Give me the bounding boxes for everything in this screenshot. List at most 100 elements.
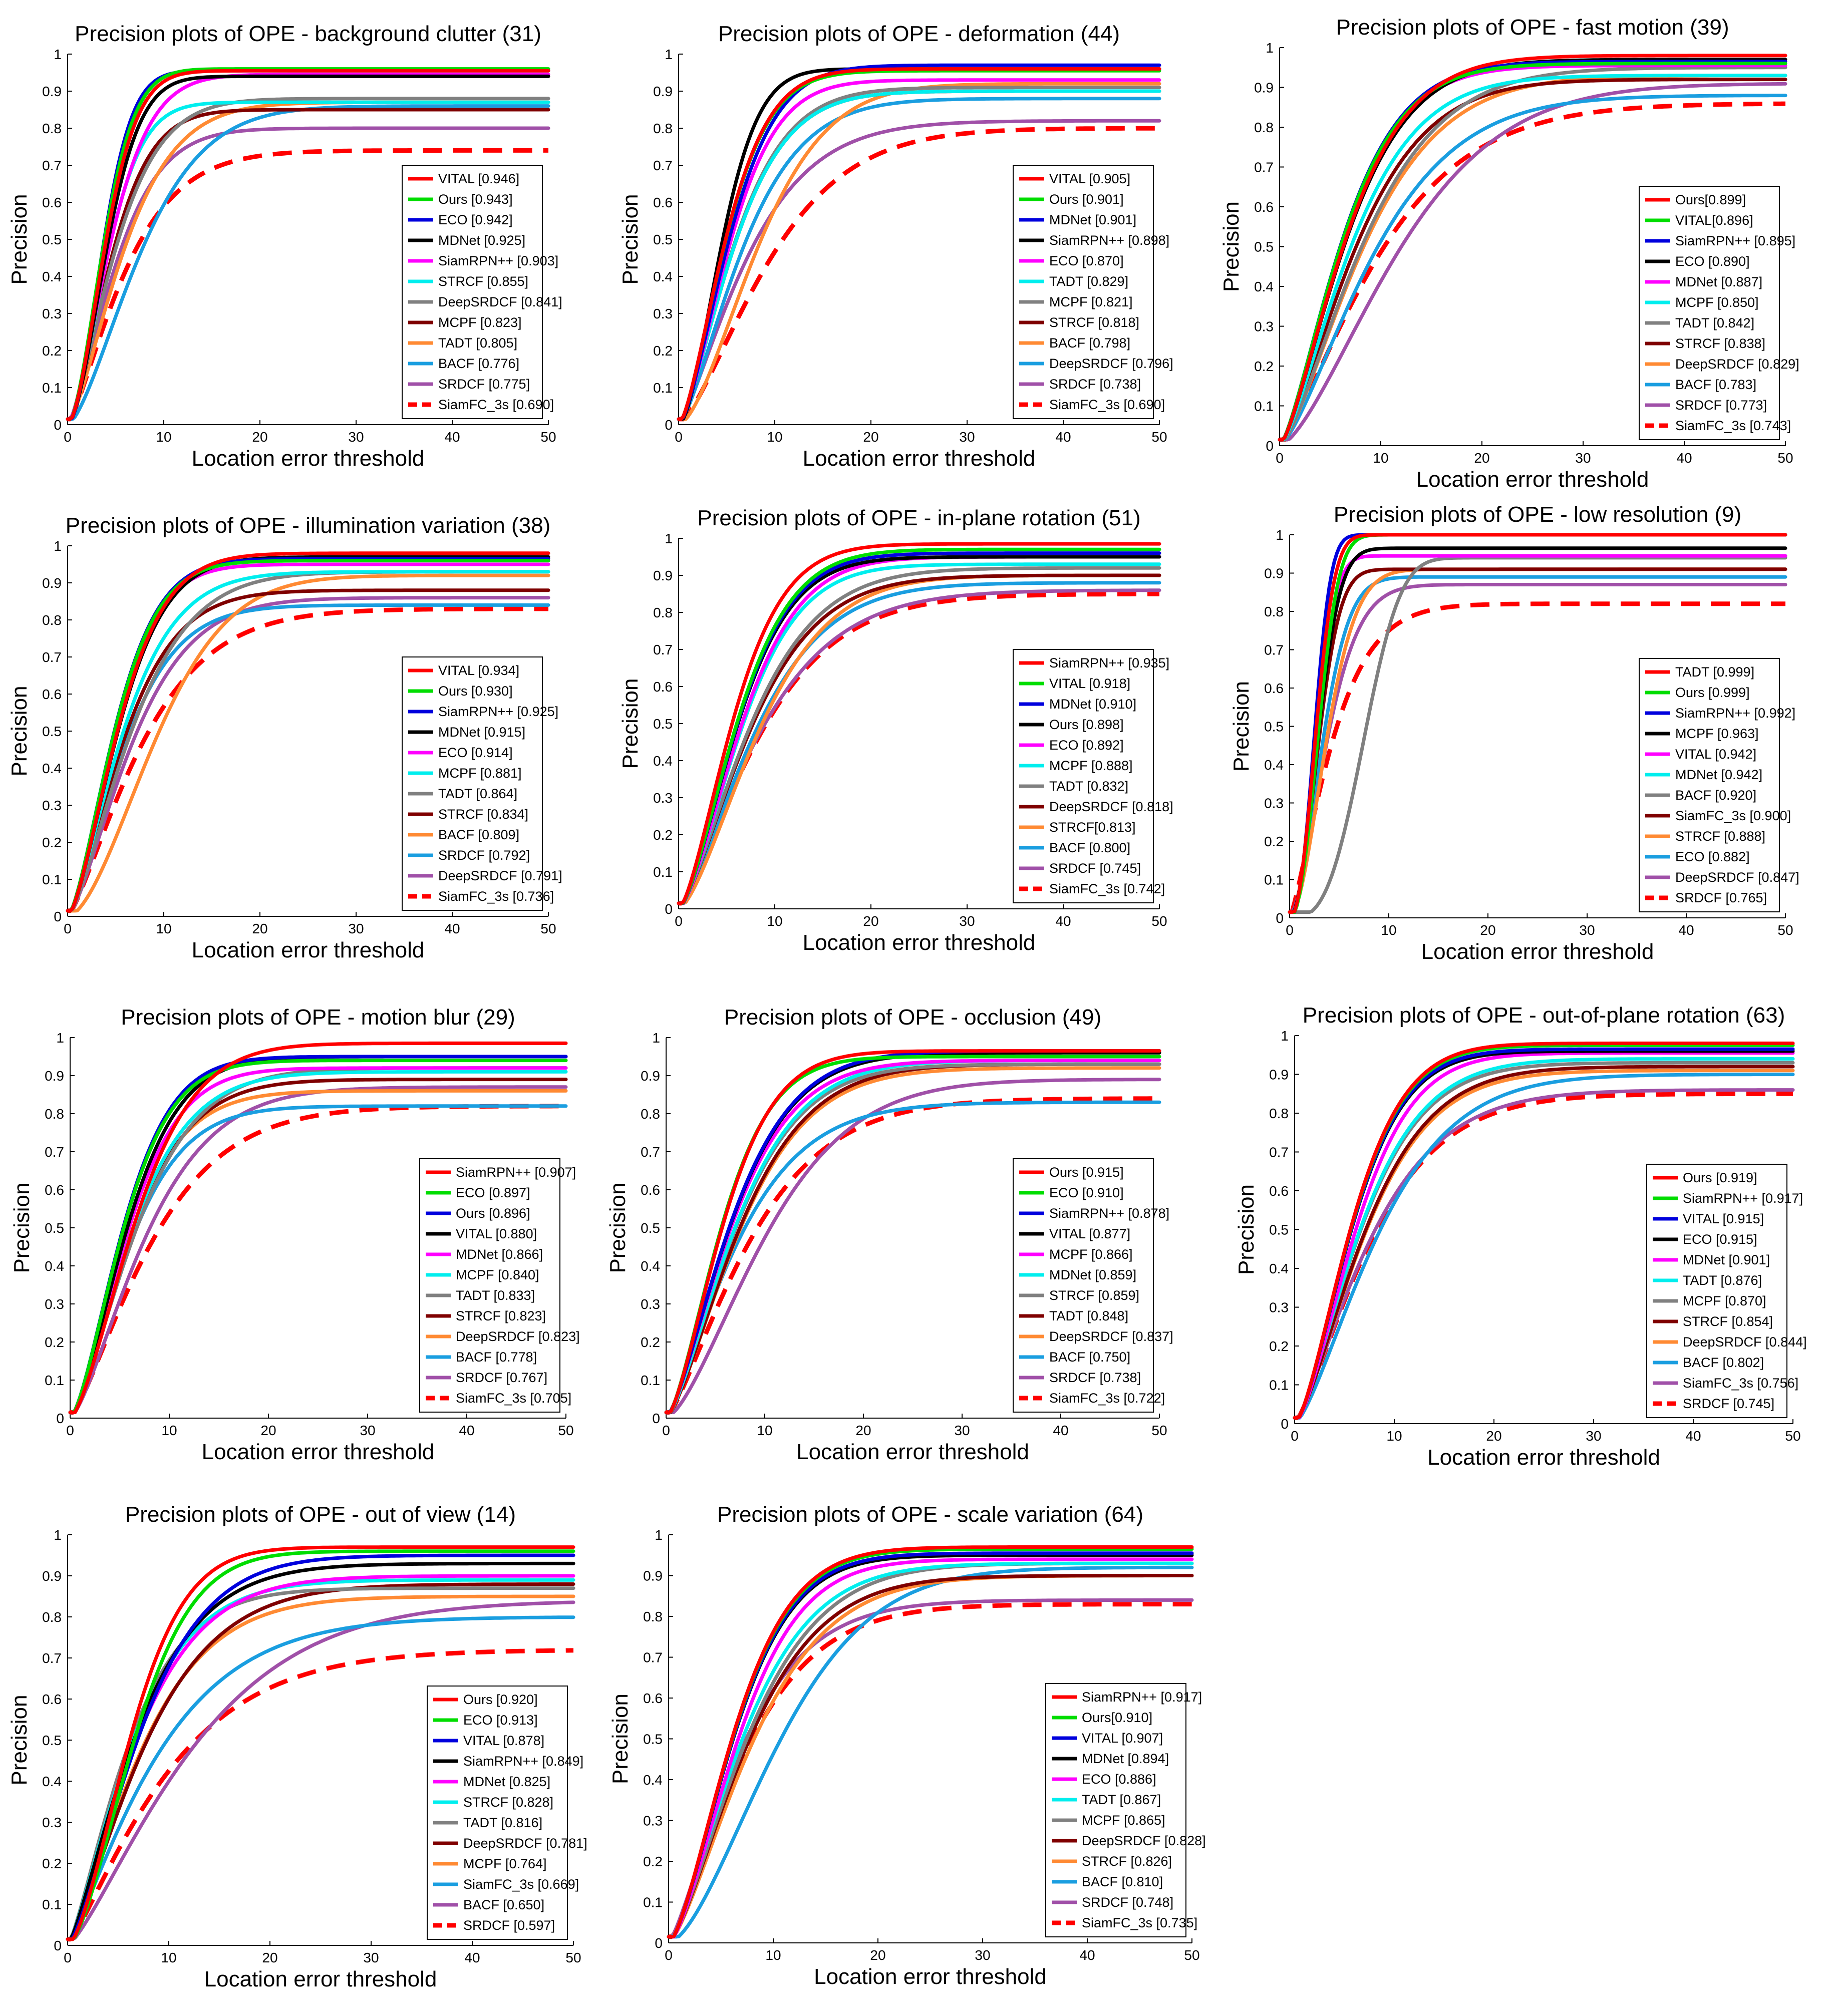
y-tick-label: 0.6	[1269, 1183, 1289, 1199]
x-tick-label: 0	[1276, 450, 1284, 466]
x-axis-label: Location error threshold	[803, 446, 1036, 471]
series-line	[677, 581, 1161, 905]
y-tick-label: 0	[1281, 1416, 1289, 1432]
chart-title: Precision plots of OPE - deformation (44…	[718, 22, 1120, 46]
series-line	[1289, 601, 1785, 914]
legend-label: VITAL [0.877]	[1049, 1226, 1130, 1241]
y-tick-label: 0	[54, 909, 62, 924]
legend-box	[402, 165, 543, 419]
y-tick-label: 0.4	[641, 1258, 660, 1274]
y-tick-label: 0.2	[42, 343, 62, 359]
series-line	[68, 148, 548, 422]
legend-label: ECO [0.897]	[456, 1185, 530, 1200]
series-line	[66, 1600, 575, 1941]
y-tick-label: 0.7	[653, 158, 673, 173]
y-tick-label: 0.9	[45, 1068, 64, 1084]
series-line	[1293, 1073, 1795, 1420]
chart-title: Precision plots of OPE - illumination va…	[66, 513, 550, 538]
y-tick-label: 0.3	[45, 1296, 64, 1312]
x-tick-label: 0	[66, 1423, 74, 1438]
series-line	[66, 588, 550, 913]
series-line	[1278, 82, 1787, 442]
x-tick-label: 40	[444, 429, 460, 445]
legend: VITAL [0.934] Ours [0.930] SiamRPN++ [0.92…	[402, 656, 562, 911]
chart-title: Precision plots of OPE - in-plane rotati…	[697, 506, 1140, 530]
legend-label: TADT [0.876]	[1683, 1273, 1762, 1288]
y-tick-label: 0.6	[42, 687, 62, 702]
y-tick-label: 0.7	[45, 1144, 64, 1160]
y-tick-label: 0	[652, 1411, 660, 1426]
y-tick-label: 0.2	[45, 1334, 64, 1350]
x-tick-label: 40	[444, 921, 460, 936]
y-tick-label: 1	[56, 1030, 64, 1046]
series-group	[667, 1545, 1194, 1939]
legend-label: DeepSRDCF [0.841]	[438, 294, 562, 309]
legend-label: SiamFC_3s [0.742]	[1049, 881, 1165, 896]
y-tick-label: 1	[1266, 40, 1274, 56]
legend-box	[1639, 658, 1780, 912]
series-line	[66, 559, 550, 913]
legend-label: SiamFC_3s [0.900]	[1675, 808, 1791, 823]
chart-panel-9: Precision plots of OPE - out-of-plane ro…	[1234, 1003, 1807, 1470]
series-line	[664, 1078, 1161, 1415]
x-tick-label: 50	[1184, 1947, 1199, 1963]
legend-box	[427, 1686, 568, 1940]
y-tick-label: 0.9	[643, 1568, 663, 1584]
y-tick-label: 0.6	[643, 1691, 663, 1706]
legend: Ours [0.915] ECO [0.910] SiamRPN++ [0.878]…	[1013, 1158, 1173, 1413]
y-tick-label: 0.5	[1264, 719, 1284, 735]
series-line	[66, 108, 550, 421]
series-line	[68, 1059, 568, 1415]
series-line	[68, 1066, 568, 1415]
chart-panel-5: Precision plots of OPE - in-plane rotati…	[618, 506, 1173, 955]
legend-label: SiamRPN++ [0.895]	[1675, 233, 1795, 248]
y-tick-label: 0.7	[42, 158, 62, 173]
y-tick-label: 0	[54, 1938, 62, 1953]
series-line	[66, 1561, 575, 1941]
y-tick-label: 0.7	[653, 642, 673, 657]
x-tick-label: 0	[64, 429, 72, 445]
chart-title: Precision plots of OPE - out-of-plane ro…	[1303, 1003, 1785, 1028]
series-line	[679, 126, 1160, 422]
x-tick-label: 40	[1055, 429, 1071, 445]
series-line	[677, 573, 1161, 905]
y-tick-label: 0.8	[653, 605, 673, 620]
legend-label: MCPF [0.850]	[1675, 295, 1759, 310]
y-tick-label: 0.2	[1269, 1338, 1289, 1354]
legend-label: TADT [0.848]	[1049, 1308, 1128, 1323]
series-line	[1288, 533, 1787, 914]
legend-label: MDNet [0.942]	[1675, 767, 1762, 782]
legend-label: DeepSRDCF [0.781]	[463, 1836, 587, 1851]
y-tick-label: 0.7	[643, 1650, 663, 1665]
y-tick-label: 0.3	[643, 1813, 663, 1829]
y-tick-label: 0.5	[653, 716, 673, 732]
y-tick-label: 0.4	[42, 1774, 62, 1789]
legend-label: ECO [0.942]	[438, 212, 513, 227]
x-tick-label: 20	[863, 913, 878, 929]
series-line	[677, 119, 1161, 421]
legend-label: VITAL [0.934]	[438, 663, 519, 678]
y-tick-label: 0.5	[1254, 239, 1274, 255]
legend-label: ECO [0.886]	[1082, 1772, 1156, 1787]
legend-label: Ours [0.898]	[1049, 717, 1124, 732]
x-tick-label: 40	[1055, 913, 1071, 929]
y-axis-label: Precision	[1234, 1184, 1259, 1275]
legend-label: SRDCF [0.738]	[1049, 1370, 1141, 1385]
y-tick-label: 0.9	[42, 575, 62, 591]
legend-label: VITAL [0.880]	[456, 1226, 537, 1241]
legend-label: STRCF [0.854]	[1683, 1314, 1773, 1329]
x-tick-label: 10	[161, 1423, 177, 1438]
legend-label: ECO [0.890]	[1675, 254, 1750, 269]
legend-label: VITAL[0.896]	[1675, 213, 1753, 228]
legend-label: SRDCF [0.765]	[1675, 890, 1767, 905]
x-tick-label: 10	[1373, 450, 1388, 466]
legend-label: SiamFC_3s [0.705]	[456, 1391, 571, 1406]
series-line	[677, 67, 1161, 421]
legend-label: TADT [0.833]	[456, 1288, 535, 1303]
y-tick-label: 0.1	[653, 864, 673, 880]
series-line	[66, 74, 550, 421]
y-tick-label: 1	[54, 1527, 62, 1543]
x-axis-label: Location error threshold	[803, 930, 1036, 955]
y-tick-label: 1	[665, 531, 673, 546]
